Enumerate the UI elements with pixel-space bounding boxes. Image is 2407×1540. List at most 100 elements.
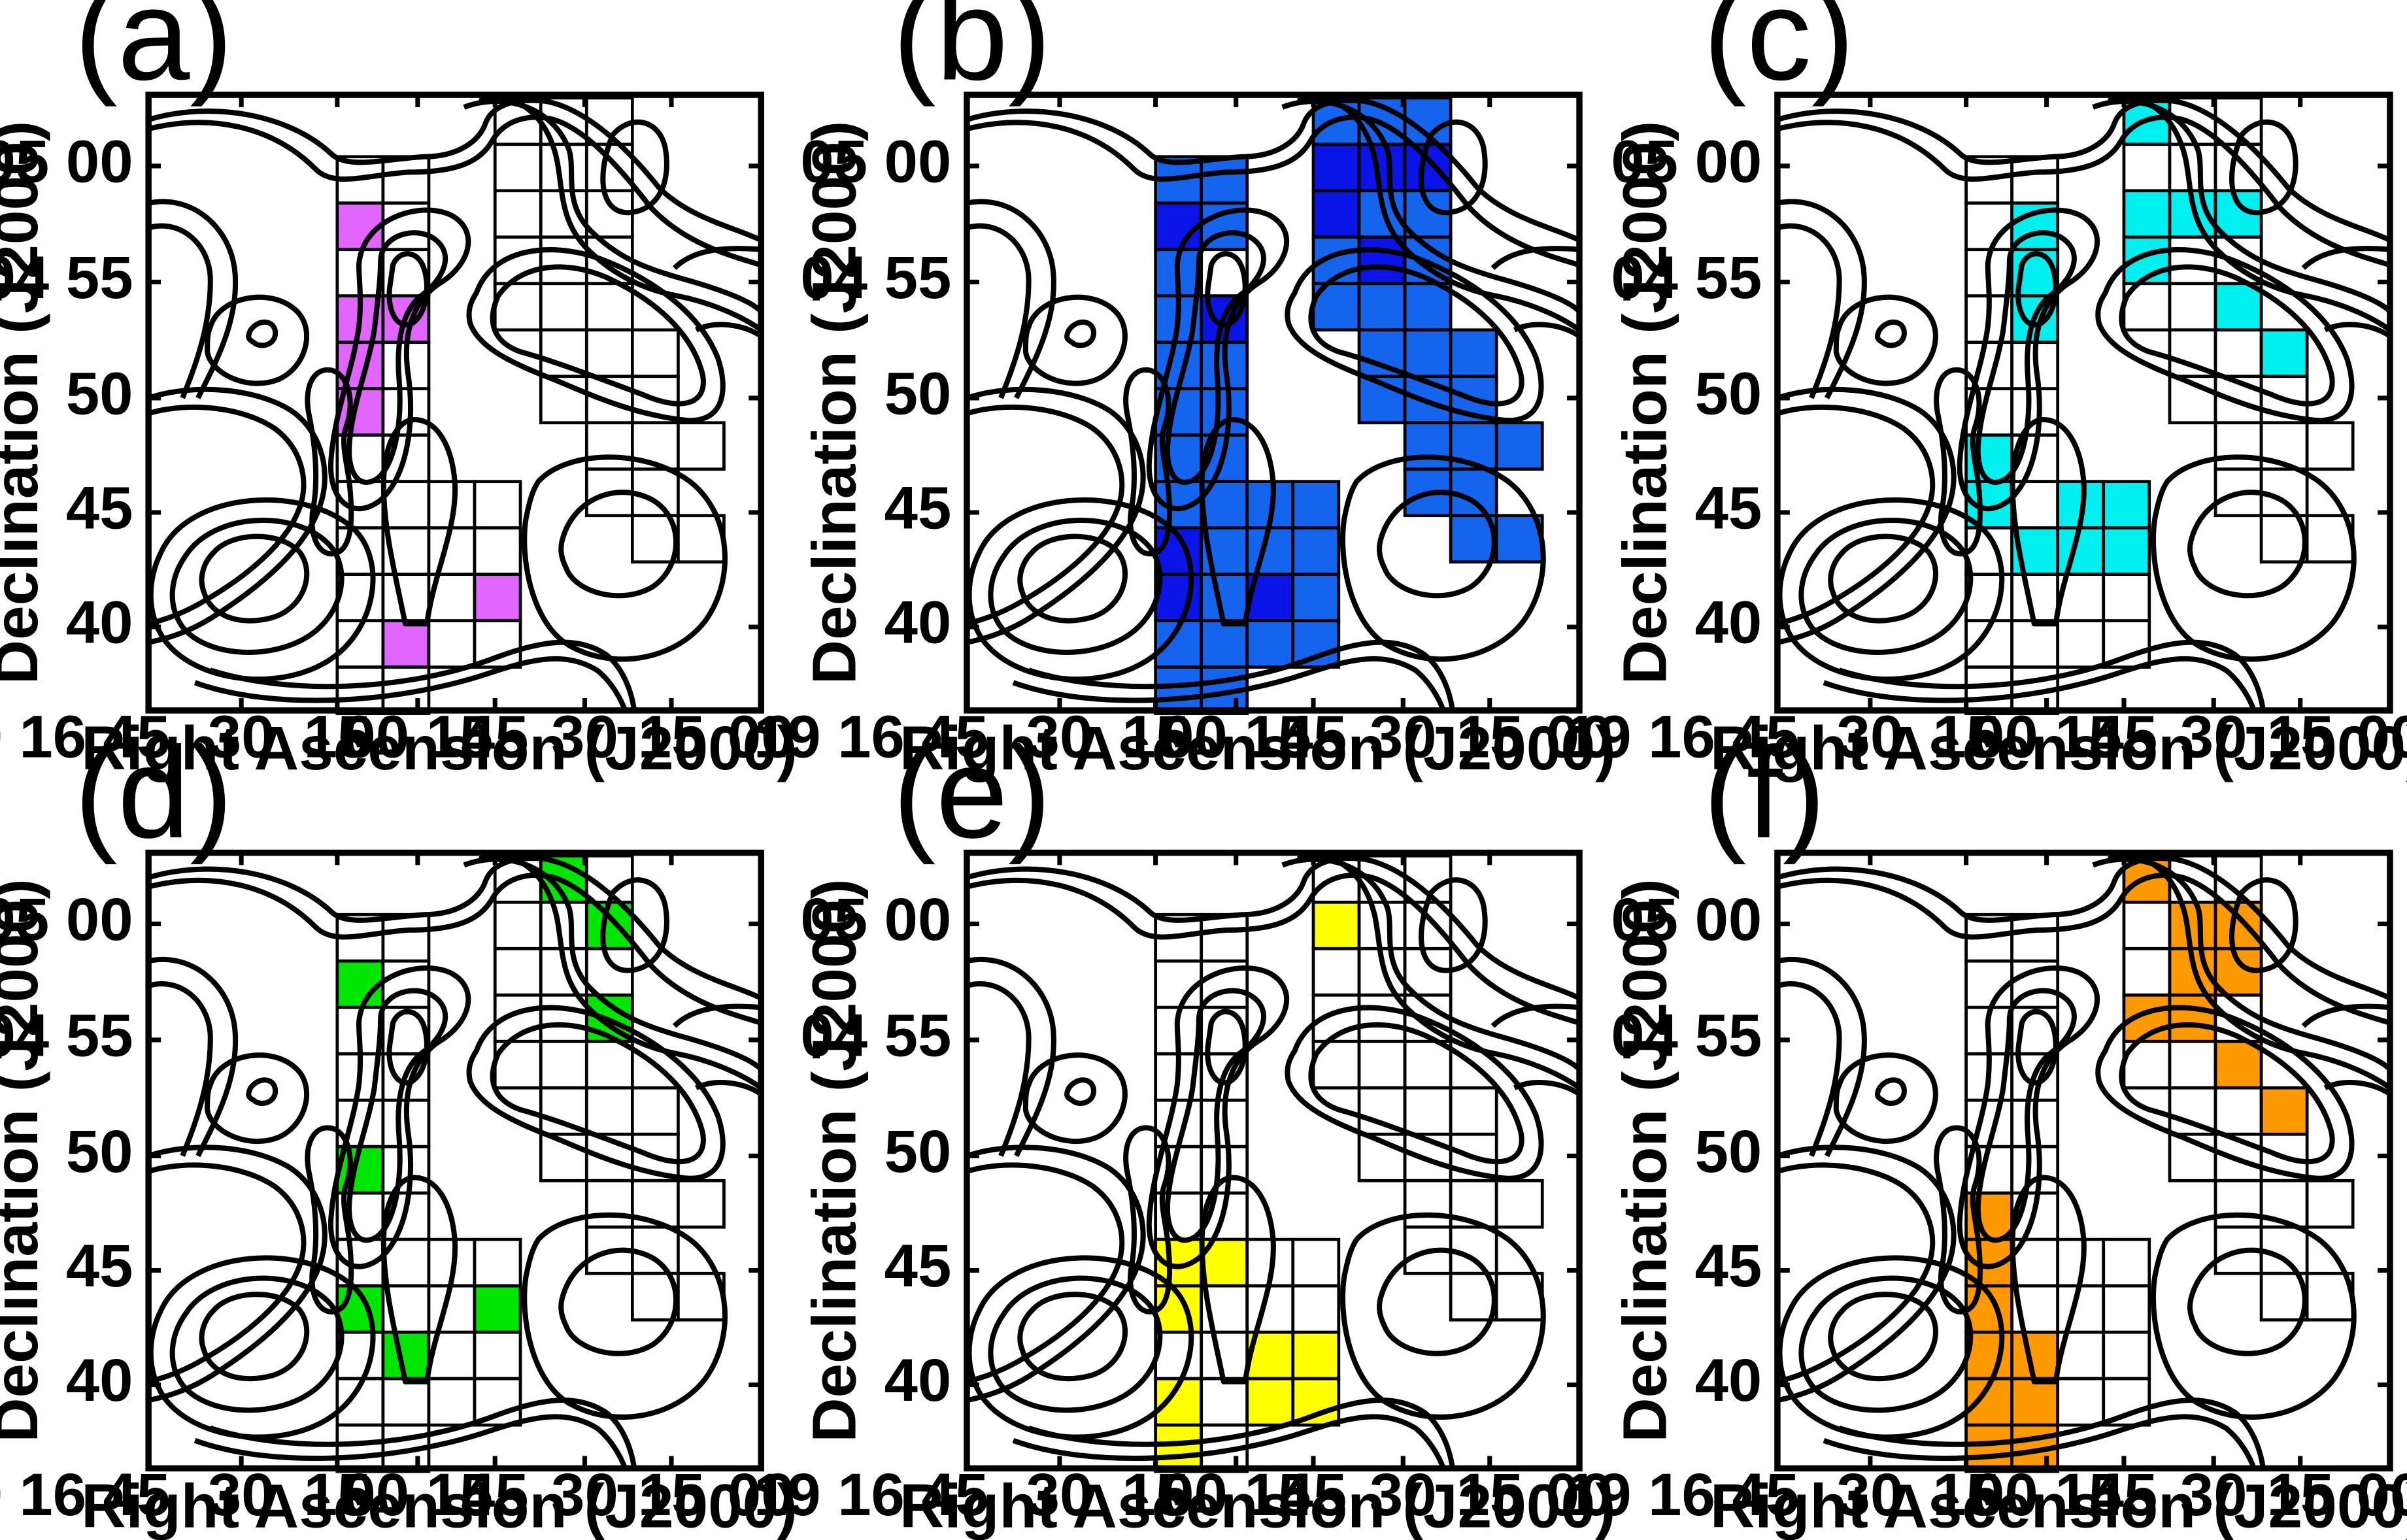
- grid-cell: [584, 328, 634, 378]
- grid-cell: [2213, 1039, 2263, 1090]
- contour-line: [1838, 1398, 2266, 1469]
- ra-tick-label: 19 16 45: [1564, 1460, 1799, 1528]
- ra-tick-label: 15: [304, 703, 371, 771]
- contour-line: [1146, 207, 1290, 511]
- dec-tick-label: 04 55: [0, 243, 133, 311]
- grid-cell: [2056, 1377, 2106, 1427]
- contour-line: [1340, 1212, 1546, 1420]
- contour-line: [1776, 223, 1842, 399]
- contour-lines: [147, 95, 764, 712]
- ra-tick-label: 45: [1280, 703, 1347, 771]
- contour-line: [2010, 1175, 2087, 1384]
- ra-tick-label: 30: [208, 703, 275, 771]
- contour-line: [966, 956, 1056, 1158]
- grid-cell: [1964, 665, 2014, 715]
- dec-tick-label: 05 00: [0, 885, 133, 953]
- contour-line: [2092, 99, 2392, 314]
- contour-line: [194, 656, 628, 712]
- contour-line: [1776, 97, 2391, 243]
- grid-cell: [584, 282, 634, 332]
- plot-frame: [145, 849, 764, 1472]
- contour-line: [2015, 251, 2059, 327]
- contour-line: [1776, 114, 2391, 268]
- panel-label: (d): [75, 720, 233, 865]
- ra-tick-label: 45: [2091, 1460, 2158, 1528]
- contour-line: [2301, 1003, 2391, 1028]
- grid-cell: [1154, 201, 1204, 252]
- grid-cell: [381, 912, 431, 963]
- contour-line: [1028, 639, 1455, 711]
- contour-line: [1297, 95, 1581, 333]
- dec-tick-label: 40: [884, 588, 952, 656]
- grid-cell: [2213, 421, 2263, 471]
- grid-cell: [2056, 619, 2106, 669]
- ra-tick-label: 19 16 45: [0, 1460, 170, 1528]
- grid-cell: [1200, 387, 1249, 437]
- contour-line: [199, 533, 310, 624]
- dec-tick-label: 50: [1695, 1117, 1762, 1185]
- contour-line: [209, 1398, 637, 1469]
- ra-tick-label: 00: [1546, 703, 1613, 771]
- contour-line: [209, 639, 637, 711]
- ra-axis-label: Right Ascension (J2000): [81, 1471, 798, 1540]
- ra-tick-label: 30: [551, 1460, 618, 1528]
- ra-tick-label: 00 15: [1160, 1460, 1311, 1528]
- contour-line: [1874, 1077, 1907, 1106]
- contour-line: [1777, 199, 1867, 399]
- plot-frame: [1774, 849, 2393, 1472]
- contour-line: [1028, 1398, 1455, 1469]
- ra-tick-label: 15: [1932, 1460, 2000, 1528]
- grid-cell: [2010, 912, 2060, 963]
- plot-frame: [964, 92, 1583, 714]
- grid-cell: [2168, 1039, 2217, 1090]
- contour-line: [1199, 417, 1276, 627]
- ra-tick-label: 15: [2266, 703, 2334, 771]
- dec-tick-label: 05 00: [1611, 885, 1762, 953]
- ra-tick-label: 00: [2357, 703, 2407, 771]
- panel-label: (a): [75, 0, 233, 107]
- contour-line: [1513, 1080, 1581, 1097]
- contour-line: [600, 877, 669, 973]
- contour-line: [328, 965, 471, 1269]
- contour-line: [1975, 230, 2077, 485]
- contour-line: [246, 1077, 278, 1106]
- contour-line: [205, 1052, 310, 1145]
- grid-cell: [2213, 282, 2263, 332]
- grid-cell: [2213, 328, 2263, 378]
- contour-line: [1798, 518, 1974, 655]
- grid-cell: [1403, 282, 1453, 332]
- contour-line: [1064, 319, 1097, 348]
- contour-line: [1022, 1052, 1128, 1145]
- dec-tick-label: 50: [66, 1117, 133, 1185]
- grid-cell: [1200, 1377, 1249, 1427]
- contour-line: [966, 199, 1056, 399]
- grid-cell: [381, 619, 431, 669]
- dec-tick-label: 45: [66, 1231, 133, 1299]
- grid-cell: [539, 235, 588, 286]
- grid-cell: [493, 142, 543, 193]
- grid-cell: [1403, 1039, 1453, 1090]
- contour-line: [1776, 981, 1842, 1157]
- ra-tick-label: 15: [638, 1460, 705, 1528]
- ra-tick-label: 30: [2180, 703, 2247, 771]
- contour-line: [148, 956, 239, 1158]
- contour-line: [2150, 454, 2357, 662]
- ra-tick-label: 45: [1280, 1460, 1347, 1528]
- dec-tick-label: 04 55: [800, 1001, 951, 1069]
- contour-line: [1022, 294, 1128, 386]
- contour-line: [2095, 1005, 2355, 1181]
- ra-tick-label: 00: [728, 1460, 795, 1528]
- dec-tick-label: 04 55: [1611, 1001, 1762, 1069]
- contour-line: [386, 1009, 429, 1086]
- panel-label: (e): [892, 720, 1051, 865]
- dec-tick-label: 45: [1695, 1231, 1762, 1299]
- grid-cell: [1291, 1330, 1341, 1381]
- contour-line: [600, 119, 669, 216]
- contour-line: [147, 386, 328, 645]
- contour-line: [205, 294, 310, 386]
- contour-line: [1776, 1145, 1957, 1403]
- contour-line: [522, 1212, 728, 1420]
